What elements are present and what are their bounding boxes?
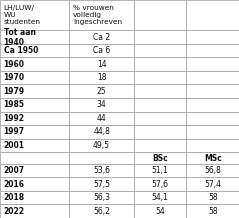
Bar xyxy=(0,44,69,58)
Bar xyxy=(134,111,186,125)
Bar xyxy=(186,111,239,125)
Text: 44,8: 44,8 xyxy=(93,127,110,136)
Bar xyxy=(0,111,69,125)
Bar xyxy=(0,164,69,177)
Bar xyxy=(0,85,69,98)
Text: 1985: 1985 xyxy=(4,100,25,109)
Text: Tot aan
1940: Tot aan 1940 xyxy=(4,27,36,47)
Bar xyxy=(134,152,186,164)
Text: 2018: 2018 xyxy=(4,193,25,202)
Text: 57,4: 57,4 xyxy=(204,180,221,189)
Bar xyxy=(69,31,134,44)
Bar xyxy=(69,138,134,152)
Bar xyxy=(0,98,69,111)
Text: 2016: 2016 xyxy=(4,180,25,189)
Text: Ca 1950: Ca 1950 xyxy=(4,46,38,55)
Text: MSc: MSc xyxy=(204,153,222,162)
Bar xyxy=(134,164,186,177)
Bar xyxy=(69,125,134,138)
Bar xyxy=(186,152,239,164)
Text: 57,5: 57,5 xyxy=(93,180,110,189)
Bar xyxy=(186,31,239,44)
Bar xyxy=(69,191,134,204)
Text: Ca 6: Ca 6 xyxy=(93,46,110,55)
Bar xyxy=(134,98,186,111)
Bar xyxy=(69,71,134,85)
Bar xyxy=(186,71,239,85)
Bar xyxy=(0,177,69,191)
Bar xyxy=(134,191,186,204)
Bar xyxy=(0,152,69,164)
Text: 1997: 1997 xyxy=(4,127,25,136)
Bar xyxy=(0,125,69,138)
Text: 58: 58 xyxy=(208,207,217,216)
Text: 56,2: 56,2 xyxy=(93,207,110,216)
Text: 57,6: 57,6 xyxy=(152,180,169,189)
Text: 49,5: 49,5 xyxy=(93,141,110,150)
Bar xyxy=(186,177,239,191)
Bar xyxy=(134,125,186,138)
Text: LH/LUW/
WU
studenten: LH/LUW/ WU studenten xyxy=(4,5,41,25)
Bar xyxy=(69,164,134,177)
Bar xyxy=(69,177,134,191)
Text: Ca 2: Ca 2 xyxy=(93,33,110,42)
Text: 34: 34 xyxy=(97,100,106,109)
Bar xyxy=(0,204,69,218)
Bar xyxy=(186,85,239,98)
Bar xyxy=(69,58,134,71)
Bar xyxy=(134,31,186,44)
Text: 2001: 2001 xyxy=(4,141,25,150)
Bar xyxy=(134,71,186,85)
Bar xyxy=(186,58,239,71)
Bar xyxy=(134,204,186,218)
Bar xyxy=(0,71,69,85)
Text: 1960: 1960 xyxy=(4,60,25,69)
Bar xyxy=(186,138,239,152)
Bar xyxy=(69,204,134,218)
Text: 44: 44 xyxy=(97,114,106,123)
Text: 53,6: 53,6 xyxy=(93,166,110,175)
Text: 2007: 2007 xyxy=(4,166,25,175)
Text: 58: 58 xyxy=(208,193,217,202)
Bar xyxy=(69,85,134,98)
Bar xyxy=(0,0,69,31)
Bar xyxy=(69,152,134,164)
Text: % vrouwen
volledig
ingeschreven: % vrouwen volledig ingeschreven xyxy=(73,5,122,25)
Bar xyxy=(69,44,134,58)
Bar xyxy=(0,31,69,44)
Bar xyxy=(134,177,186,191)
Bar xyxy=(186,125,239,138)
Text: 1992: 1992 xyxy=(4,114,25,123)
Bar xyxy=(186,191,239,204)
Bar xyxy=(134,0,186,31)
Bar xyxy=(69,111,134,125)
Bar xyxy=(134,44,186,58)
Bar xyxy=(186,44,239,58)
Text: 2022: 2022 xyxy=(4,207,25,216)
Text: 25: 25 xyxy=(97,87,106,96)
Bar xyxy=(134,58,186,71)
Text: BSc: BSc xyxy=(152,153,168,162)
Bar xyxy=(186,0,239,31)
Bar xyxy=(134,85,186,98)
Text: 1979: 1979 xyxy=(4,87,25,96)
Bar xyxy=(0,191,69,204)
Text: 18: 18 xyxy=(97,73,106,82)
Bar xyxy=(134,138,186,152)
Text: 1970: 1970 xyxy=(4,73,25,82)
Text: 56,8: 56,8 xyxy=(204,166,221,175)
Bar xyxy=(0,58,69,71)
Text: 54,1: 54,1 xyxy=(152,193,168,202)
Bar xyxy=(186,98,239,111)
Text: 14: 14 xyxy=(97,60,106,69)
Bar xyxy=(69,98,134,111)
Bar xyxy=(0,138,69,152)
Text: 54: 54 xyxy=(155,207,165,216)
Text: 56,3: 56,3 xyxy=(93,193,110,202)
Bar xyxy=(186,204,239,218)
Bar xyxy=(186,164,239,177)
Text: 51,1: 51,1 xyxy=(152,166,168,175)
Bar xyxy=(69,0,134,31)
